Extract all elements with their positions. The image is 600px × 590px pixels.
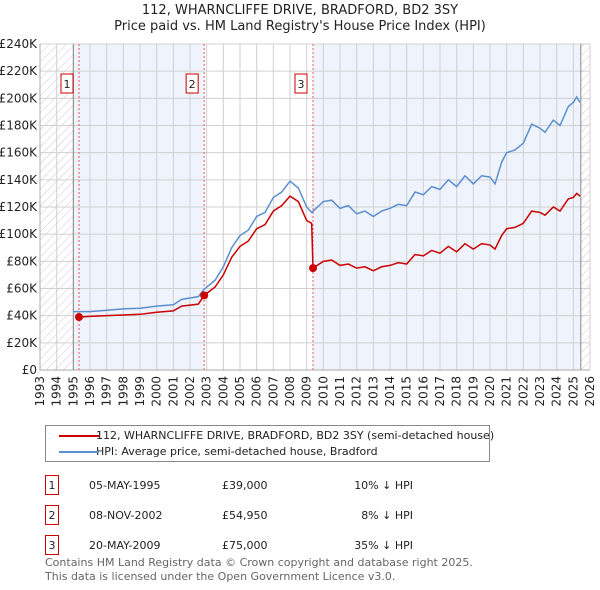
x-tick-label: 2021 bbox=[500, 376, 514, 407]
x-tick-label: 2001 bbox=[166, 376, 180, 407]
x-tick-label: 2005 bbox=[233, 376, 247, 407]
sale-price: £39,000 bbox=[222, 479, 268, 492]
x-tick-label: 2003 bbox=[200, 376, 214, 407]
sale-date: 20-MAY-2009 bbox=[89, 539, 161, 552]
x-tick-label: 1996 bbox=[83, 376, 97, 407]
y-tick-label: £80K bbox=[6, 254, 38, 268]
sale-row: 2 08-NOV-2002 £54,950 8% ↓ HPI bbox=[45, 505, 465, 525]
sale-point bbox=[200, 291, 209, 300]
x-tick-label: 2008 bbox=[283, 376, 297, 407]
x-tick-label: 1997 bbox=[100, 376, 114, 407]
x-tick-label: 2000 bbox=[150, 376, 164, 407]
legend-swatch-red bbox=[59, 435, 99, 437]
footer-line-2: This data is licensed under the Open Gov… bbox=[45, 570, 396, 583]
price-paid-line bbox=[78, 192, 581, 318]
sale-marker-box bbox=[185, 73, 199, 94]
x-tick-label: 2018 bbox=[450, 376, 464, 407]
y-tick-label: £240K bbox=[0, 37, 38, 51]
y-tick-label: £100K bbox=[0, 227, 38, 241]
y-tick-label: £140K bbox=[0, 173, 38, 187]
x-tick-label: 2023 bbox=[533, 376, 547, 407]
x-tick-label: 2011 bbox=[333, 376, 347, 407]
y-tick-label: £20K bbox=[6, 336, 38, 350]
x-tick-label: 2022 bbox=[516, 376, 530, 407]
legend-item-property: 112, WHARNCLIFFE DRIVE, BRADFORD, BD2 3S… bbox=[59, 428, 495, 444]
x-tick-label: 2019 bbox=[466, 376, 480, 407]
x-tick-label: 2009 bbox=[300, 376, 314, 407]
sale-marker-box bbox=[60, 73, 74, 94]
x-tick-label: 2002 bbox=[183, 376, 197, 407]
x-tick-label: 2026 bbox=[583, 376, 597, 407]
price-chart: £0 £20K £40K £60K £80K £100K £120K £140K £160K £1… bbox=[0, 37, 597, 407]
x-tick-label: 2025 bbox=[566, 376, 580, 407]
x-tick-label: 2010 bbox=[316, 376, 330, 407]
y-tick-label: £40K bbox=[6, 309, 38, 323]
sale-hpi-diff: 8% ↓ HPI bbox=[361, 509, 413, 522]
x-tick-label: 1995 bbox=[66, 376, 80, 407]
sale-price: £75,000 bbox=[222, 539, 268, 552]
sale-number-badge: 1 bbox=[45, 475, 59, 495]
sale-marker-label: 2 bbox=[189, 78, 196, 91]
x-tick-label: 2024 bbox=[550, 376, 564, 407]
y-tick-label: £60K bbox=[6, 282, 38, 296]
y-tick-label: £220K bbox=[0, 64, 38, 78]
sale-marker-label: 1 bbox=[64, 78, 71, 91]
legend-label: 112, WHARNCLIFFE DRIVE, BRADFORD, BD2 3S… bbox=[96, 429, 495, 442]
sale-number-badge: 2 bbox=[45, 505, 59, 525]
hpi-line bbox=[73, 95, 581, 313]
x-tick-label: 2020 bbox=[483, 376, 497, 407]
legend-label: HPI: Average price, semi-detached house,… bbox=[96, 445, 378, 458]
x-tick-label: 2014 bbox=[383, 376, 397, 407]
sale-row: 1 05-MAY-1995 £39,000 10% ↓ HPI bbox=[45, 475, 465, 495]
sale-hpi-diff: 35% ↓ HPI bbox=[354, 539, 413, 552]
chart-subtitle: Price paid vs. HM Land Registry's House … bbox=[114, 19, 486, 34]
x-tick-label: 2015 bbox=[400, 376, 414, 407]
sale-hpi-diff: 10% ↓ HPI bbox=[354, 479, 413, 492]
legend-item-hpi: HPI: Average price, semi-detached house,… bbox=[59, 444, 378, 460]
y-tick-label: £160K bbox=[0, 146, 38, 160]
x-tick-label: 1999 bbox=[133, 376, 147, 407]
x-tick-label: 2006 bbox=[250, 376, 264, 407]
sale-number-badge: 3 bbox=[45, 535, 59, 555]
sale-date: 05-MAY-1995 bbox=[89, 479, 161, 492]
footer-line-1: Contains HM Land Registry data © Crown c… bbox=[45, 556, 473, 569]
chart-title: 112, WHARNCLIFFE DRIVE, BRADFORD, BD2 3S… bbox=[141, 3, 459, 18]
x-tick-label: 2004 bbox=[216, 376, 230, 407]
x-tick-label: 2013 bbox=[366, 376, 380, 407]
x-tick-label: 2007 bbox=[266, 376, 280, 407]
sale-marker-label: 3 bbox=[298, 78, 305, 91]
x-tick-label: 2016 bbox=[416, 376, 430, 407]
sale-marker-box bbox=[294, 73, 308, 94]
x-tick-label: 1993 bbox=[33, 376, 47, 407]
sale-point bbox=[75, 313, 83, 322]
legend: 112, WHARNCLIFFE DRIVE, BRADFORD, BD2 3S… bbox=[45, 425, 494, 462]
x-tick-label: 2017 bbox=[433, 376, 447, 407]
y-tick-label: £200K bbox=[0, 91, 38, 105]
x-tick-label: 1998 bbox=[116, 376, 130, 407]
sale-price: £54,950 bbox=[222, 509, 268, 522]
y-tick-label: £0 bbox=[22, 363, 37, 377]
x-tick-label: 1994 bbox=[50, 376, 64, 407]
sale-row: 3 20-MAY-2009 £75,000 35% ↓ HPI bbox=[45, 535, 465, 555]
sale-point bbox=[309, 264, 317, 273]
legend-swatch-blue bbox=[59, 451, 99, 453]
x-tick-label: 2012 bbox=[350, 376, 364, 407]
sale-date: 08-NOV-2002 bbox=[89, 509, 163, 522]
y-tick-label: £180K bbox=[0, 119, 38, 133]
y-tick-label: £120K bbox=[0, 200, 38, 214]
